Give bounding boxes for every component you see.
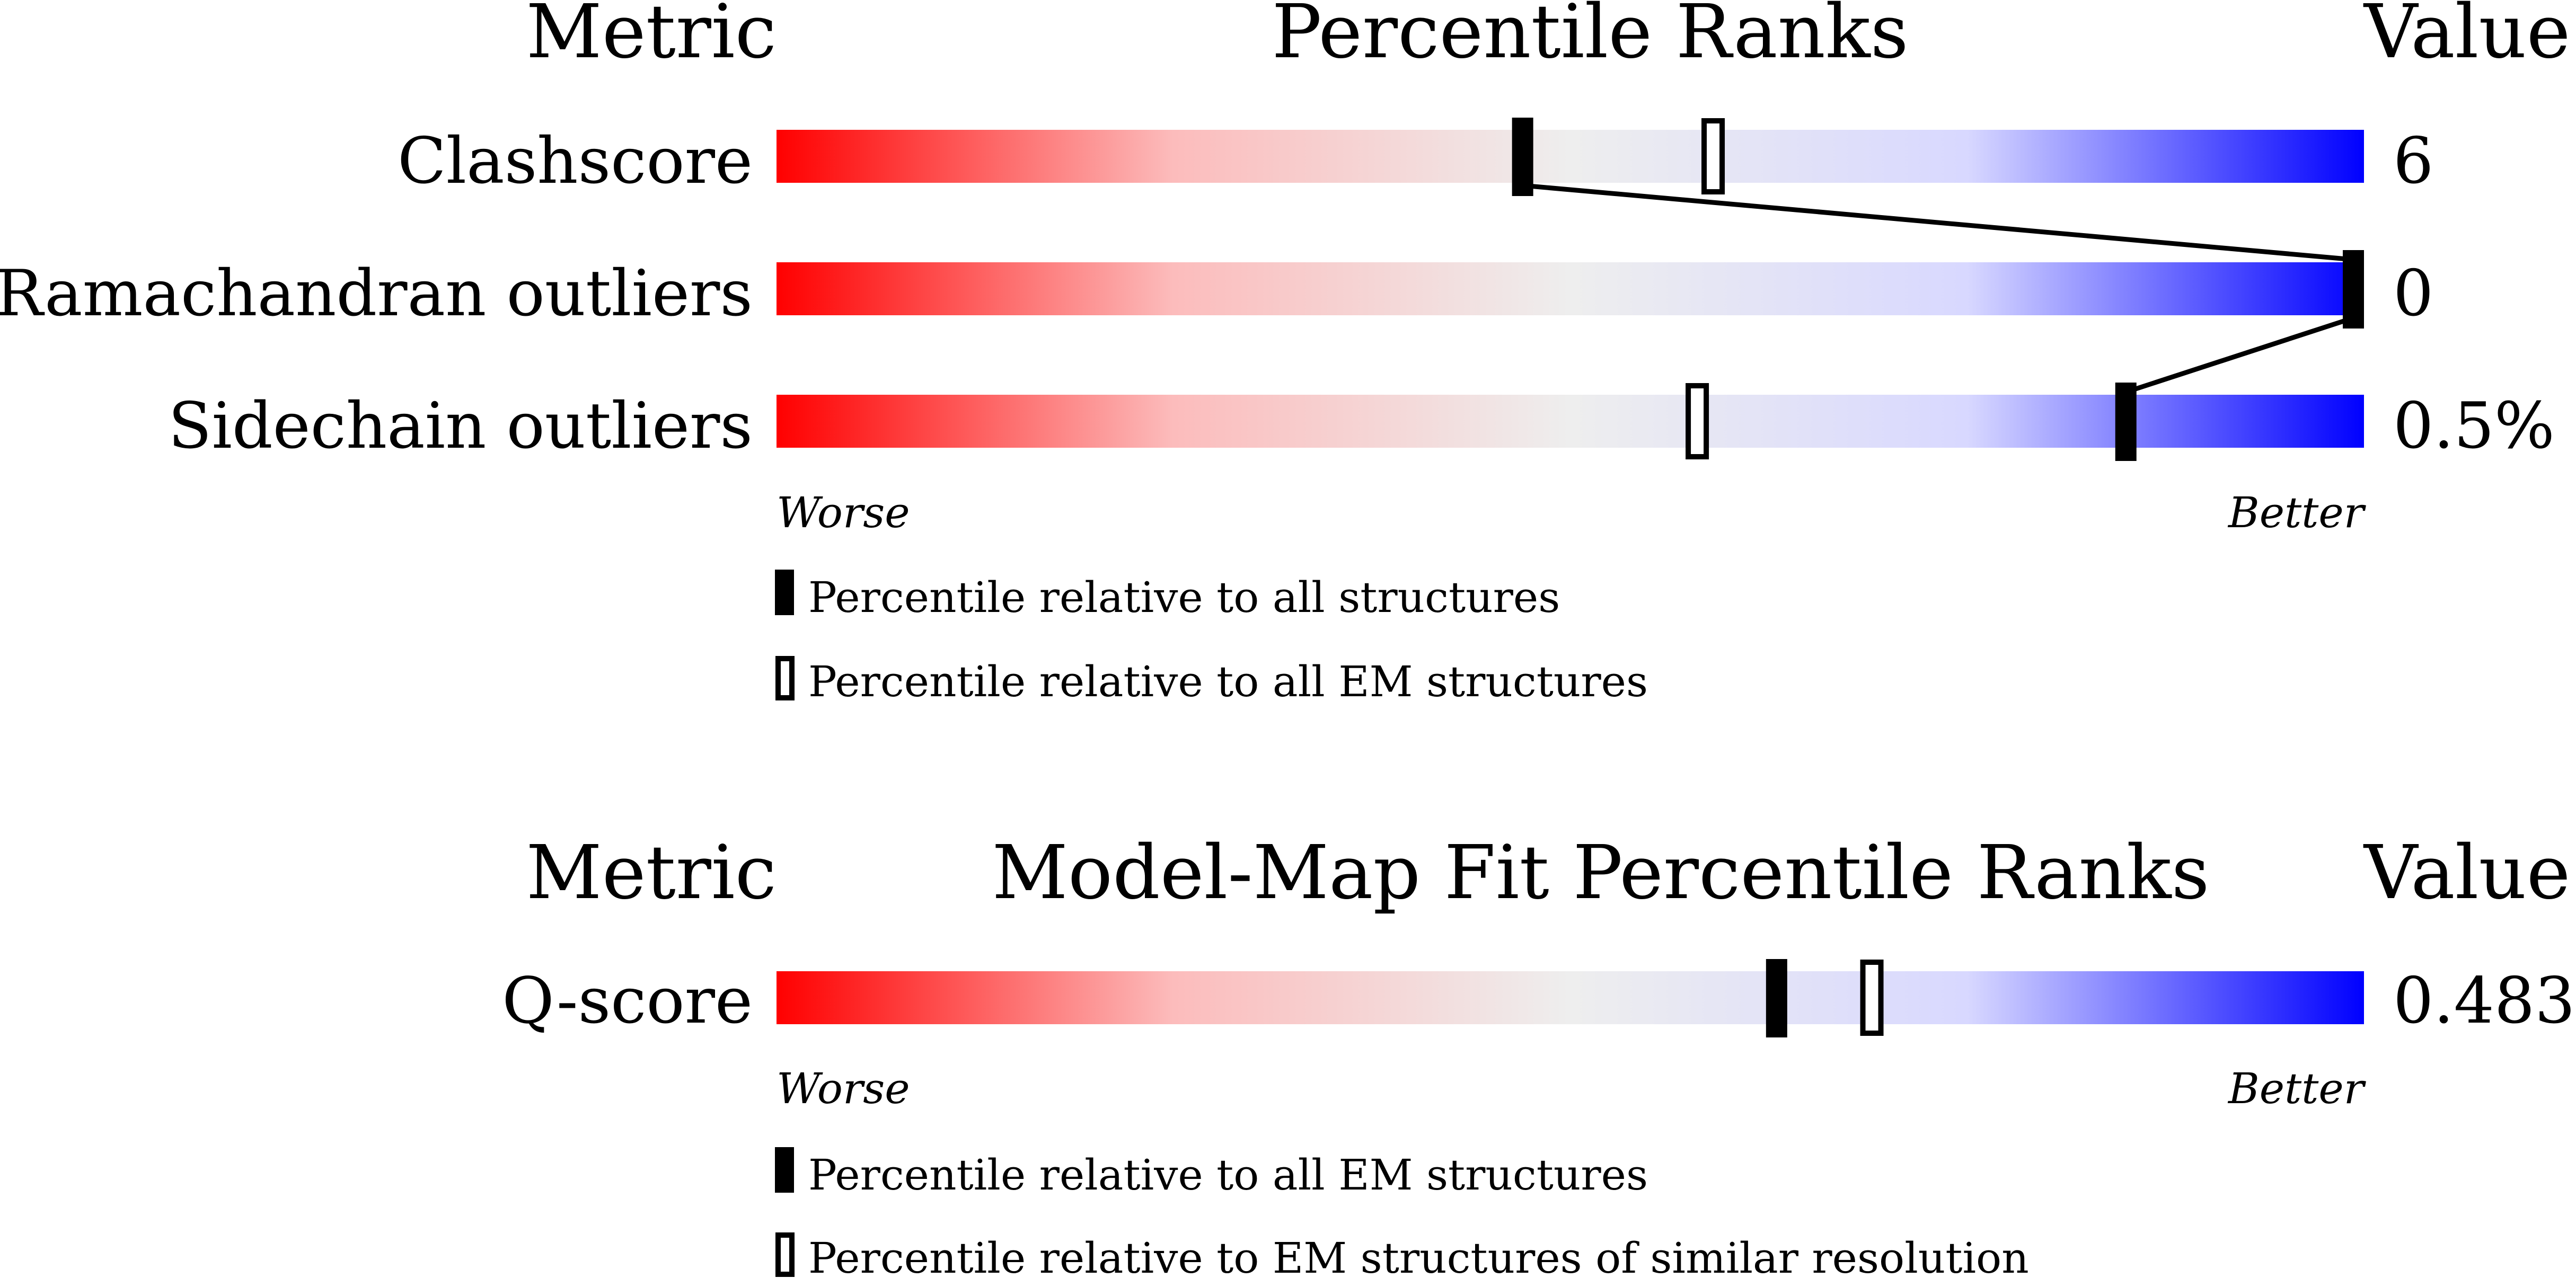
panel-validation: Metric Percentile Ranks Value Clashscore… [0,0,2571,706]
metric-row: Sidechain outliers 0.5% [168,383,2555,463]
better-label: Better [2227,1064,2367,1113]
metric-header: Metric [526,0,777,75]
metric-row: Clashscore 6 [398,118,2433,198]
legend-outline-marker [775,1232,795,1277]
value-header: Value [2363,0,2571,75]
value-label: 6 [2393,125,2433,198]
value-label: 0.5% [2393,389,2555,463]
legend-outline-marker [775,656,795,700]
legend-label: Percentile relative to all structures [808,573,1560,622]
value-header: Value [2363,830,2571,916]
em-percentile-marker [1860,960,1884,1036]
em-percentile-marker [1701,118,1725,194]
legend-filled-marker [775,570,794,615]
legend-label: Percentile relative to all EM structures [808,1150,1648,1200]
legend: Percentile relative to all EM structures… [775,1147,2029,1278]
metric-row: Ramachandran outliers 0 [0,250,2433,331]
value-label: 0.483 [2393,964,2575,1038]
percentile-bar [777,395,2364,448]
metric-header: Metric [526,830,777,916]
legend: Percentile relative to all structures Pe… [775,570,1648,706]
legend-label: Percentile relative to all EM structures [808,657,1648,706]
percentile-bar [777,262,2364,315]
chart-title: Model-Map Fit Percentile Ranks [992,830,2209,916]
value-label: 0 [2393,257,2433,331]
metric-label: Sidechain outliers [168,389,753,463]
panel-model-map-fit: Metric Model-Map Fit Percentile Ranks Va… [502,830,2575,1278]
all-percentile-marker [1512,118,1533,196]
metric-label: Q-score [502,964,753,1038]
worse-label: Worse [777,488,910,537]
percentile-bar [777,971,2364,1024]
chart-title: Percentile Ranks [1272,0,1908,75]
better-label: Better [2227,488,2367,537]
legend-label: Percentile relative to EM structures of … [808,1233,2029,1278]
legend-filled-marker [775,1147,794,1193]
metric-label: Clashscore [398,125,753,198]
metric-row: Q-score 0.483 [502,959,2575,1038]
all-percentile-marker [2115,383,2137,461]
percentile-bar [777,130,2364,183]
all-percentile-marker [1766,959,1787,1037]
percentile-connector-line [1522,183,2356,395]
worse-label: Worse [777,1064,910,1113]
metric-label: Ramachandran outliers [0,257,753,331]
em-percentile-marker [1686,383,1709,459]
